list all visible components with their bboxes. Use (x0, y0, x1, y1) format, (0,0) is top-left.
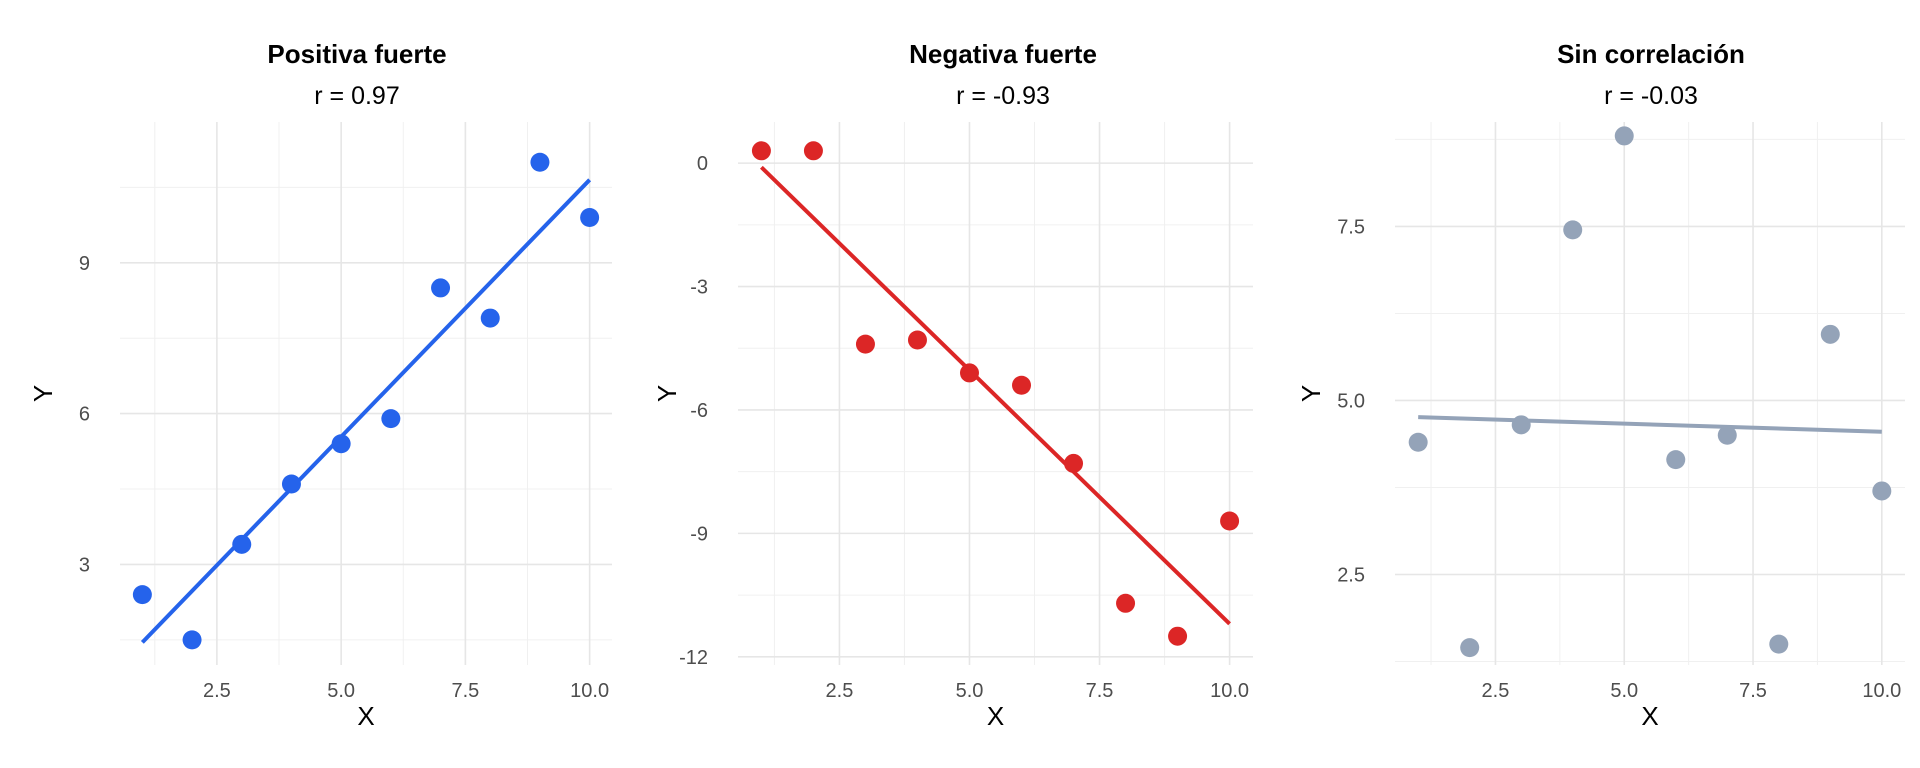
regression-line (1418, 415, 1882, 434)
data-point (907, 330, 927, 350)
x-tick-label: 5.0 (1610, 680, 1638, 702)
x-tick-label: 7.5 (1086, 680, 1114, 702)
data-point (1460, 638, 1480, 658)
x-tick-label: 5.0 (956, 680, 984, 702)
y-tick-label: 5.0 (1337, 390, 1365, 412)
x-tick-label: 7.5 (1739, 680, 1767, 702)
regression-line (140, 178, 592, 644)
data-point (1666, 450, 1686, 470)
x-tick-label: 5.0 (327, 680, 355, 702)
data-point (381, 409, 401, 429)
data-point (182, 630, 202, 650)
data-point (281, 474, 301, 494)
y-axis-title: Y (28, 385, 58, 402)
data-point (1717, 425, 1737, 445)
panel-2: 2.5 5.0 7.5 10.0 0 -3 -6 -9 -12 Negativa fuerte r … (652, 39, 1253, 731)
y-tick-label: 3 (79, 554, 90, 576)
data-point (1872, 481, 1892, 501)
y-tick-label: 6 (79, 404, 90, 426)
data-point (1511, 415, 1531, 435)
data-point (1769, 634, 1789, 654)
x-axis-title: X (1641, 701, 1658, 731)
x-axis-title: X (987, 701, 1004, 731)
data-point (580, 208, 600, 228)
data-point (1820, 324, 1840, 344)
x-tick-label: 7.5 (451, 680, 479, 702)
panel-subtitle: r = -0.03 (1604, 82, 1698, 110)
y-tick-label: 9 (79, 253, 90, 275)
x-tick-label: 10.0 (570, 680, 609, 702)
y-tick-label: -3 (690, 277, 708, 299)
x-tick-label: 2.5 (826, 680, 854, 702)
data-point (959, 363, 979, 383)
data-point (803, 141, 823, 161)
panel-title: Sin correlación (1557, 39, 1745, 69)
x-tick-label: 2.5 (1482, 680, 1510, 702)
y-tick-label: -6 (690, 400, 708, 422)
y-tick-label: 2.5 (1337, 565, 1365, 587)
x-tick-label: 10.0 (1862, 680, 1901, 702)
data-point (1064, 453, 1084, 473)
panel-subtitle: r = -0.93 (956, 82, 1050, 110)
data-point (1220, 511, 1240, 531)
data-point (1012, 375, 1032, 395)
y-tick-label: -9 (690, 523, 708, 545)
x-tick-label: 2.5 (203, 680, 231, 702)
x-axis-title: X (357, 701, 374, 731)
data-point (132, 585, 152, 605)
data-point (530, 152, 550, 172)
data-point (431, 278, 451, 298)
data-point (1614, 126, 1634, 146)
y-axis-title: Y (652, 385, 682, 402)
y-axis-title: Y (1296, 385, 1326, 402)
panel-subtitle: r = 0.97 (314, 82, 399, 110)
panel-3: 2.5 5.0 7.5 10.0 2.5 5.0 7.5 Sin correlación r =… (1296, 39, 1905, 731)
data-point (1563, 220, 1583, 240)
panel-title: Positiva fuerte (267, 39, 446, 69)
data-point (1168, 626, 1188, 646)
data-point (751, 141, 771, 161)
x-tick-label: 10.0 (1210, 680, 1249, 702)
y-tick-label: 7.5 (1337, 216, 1365, 238)
data-point (480, 308, 500, 328)
y-tick-label: 0 (697, 153, 708, 175)
panel-title: Negativa fuerte (909, 39, 1097, 69)
data-point (1116, 593, 1136, 613)
data-point (331, 434, 351, 454)
data-point (855, 334, 875, 354)
regression-line (760, 165, 1231, 626)
data-point (1408, 432, 1428, 452)
data-point (232, 534, 252, 554)
panel-1: 2.5 5.0 7.5 10.0 3 6 9 Positiva fuerte r = 0.97 X… (28, 39, 612, 731)
y-tick-label: -12 (679, 647, 708, 669)
